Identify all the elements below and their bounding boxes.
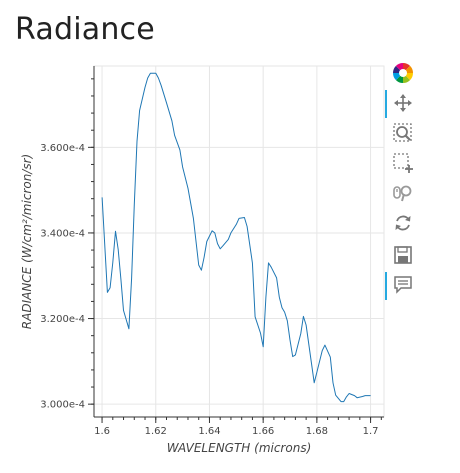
- bokeh-logo-icon[interactable]: [384, 60, 420, 86]
- page-title: Radiance: [15, 12, 155, 47]
- y-tick-label: 3.200e-4: [40, 314, 85, 325]
- x-tick-label: 1.66: [252, 426, 274, 437]
- chart-lines: [101, 72, 371, 403]
- y-tick-label: 3.400e-4: [40, 228, 85, 239]
- x-tick-label: 1.64: [198, 426, 220, 437]
- hover-tool-icon[interactable]: [384, 272, 420, 300]
- radiance-series-line: [101, 72, 371, 403]
- wheel-zoom-tool-icon[interactable]: [384, 180, 420, 206]
- y-tick-label: 3.000e-4: [40, 400, 85, 411]
- x-tick-label: 1.6: [94, 426, 110, 437]
- chart-axes: 1.6 1.62 1.64 1.66 1.68 1.7 3.000e-4 3.200e-4 3.…: [40, 66, 384, 437]
- y-axis-label: RADIANCE (W/cm²/micron/sr): [20, 154, 34, 329]
- y-tick-label: 3.600e-4: [40, 143, 85, 154]
- x-tick-label: 1.62: [145, 426, 167, 437]
- save-tool-icon[interactable]: [384, 242, 420, 268]
- box-zoom-tool-icon[interactable]: [384, 120, 420, 146]
- reset-tool-icon[interactable]: [384, 210, 420, 236]
- chart-toolbar: [384, 60, 420, 310]
- chart-grid: [94, 66, 384, 417]
- x-axis-label: WAVELENGTH (microns): [167, 441, 312, 455]
- pan-tool-icon[interactable]: [384, 90, 420, 118]
- x-tick-label: 1.7: [363, 426, 379, 437]
- box-select-tool-icon[interactable]: [384, 150, 420, 176]
- plot-frame: [93, 65, 385, 418]
- x-tick-label: 1.68: [306, 426, 328, 437]
